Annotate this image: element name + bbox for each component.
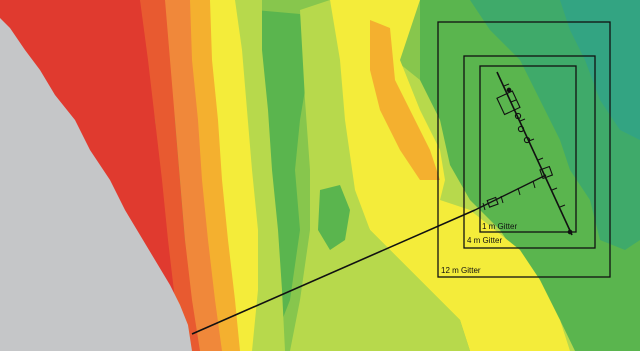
label-4m-grid: 4 m Gitter (467, 236, 502, 245)
structure-small-west (486, 196, 499, 208)
pipeline-east-segment (474, 174, 547, 211)
band-amber-mid (370, 20, 440, 180)
band-orange-west (160, 0, 222, 351)
pipeline (191, 71, 573, 335)
structure-large (496, 90, 521, 116)
grid-labels: 1 m Gitter 4 m Gitter 12 m Gitter (441, 222, 517, 275)
grid-1m-boundary (479, 65, 577, 233)
label-1m-grid: 1 m Gitter (482, 222, 517, 231)
pipeline-main-line (191, 209, 476, 335)
marker-ring-2 (517, 125, 525, 133)
pipeline-diagonal (496, 71, 573, 236)
marker-ring-1 (514, 112, 522, 120)
grid-boundaries (437, 21, 611, 278)
endpoint-dot (567, 229, 573, 235)
band-yellow-green-mid (290, 0, 470, 351)
grid-4m-boundary (463, 55, 596, 249)
band-red-orange-west (130, 0, 200, 351)
structures (486, 87, 573, 235)
structure-small-east (539, 165, 554, 180)
pipeline-ticks (482, 83, 566, 211)
band-amber-west (180, 0, 240, 351)
grid-12m-boundary (437, 21, 611, 278)
band-yellow-green-west (235, 0, 285, 351)
marker-dot (506, 87, 512, 93)
band-teal-east (560, 0, 640, 140)
land-area (0, 18, 192, 351)
band-green-inner-patch (318, 185, 350, 250)
label-12m-grid: 12 m Gitter (441, 266, 481, 275)
marker-ring-3 (523, 136, 531, 144)
